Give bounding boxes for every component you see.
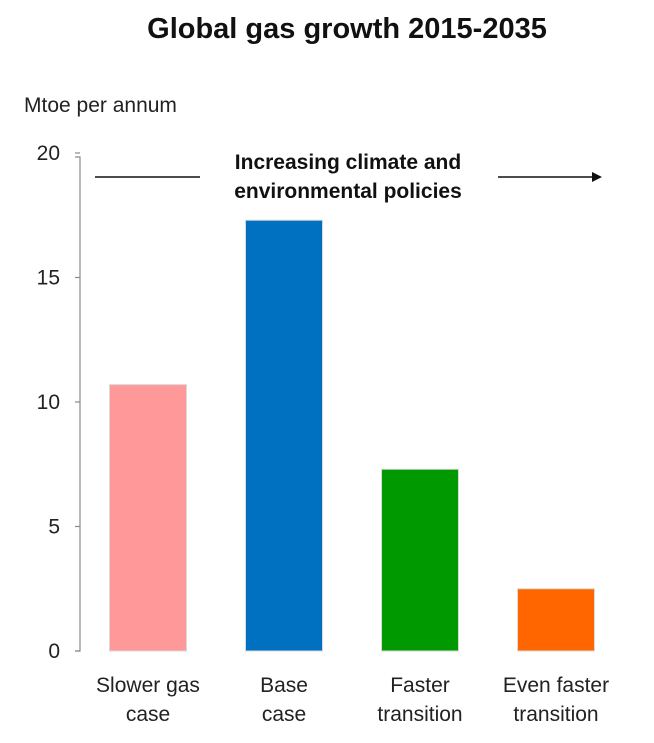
y-axis-label: Mtoe per annum	[24, 94, 177, 117]
category-label: Faster	[390, 674, 450, 697]
bars	[109, 219, 595, 652]
category-label: case	[126, 703, 170, 726]
y-tick-label: 10	[37, 391, 60, 414]
bar	[517, 588, 595, 652]
category-labels: Slower gas case Base case Faster transition Ev…	[96, 674, 609, 726]
y-ticks: 0 5 10 15 20	[37, 142, 80, 663]
y-tick-label: 20	[37, 142, 60, 165]
y-axis-line	[75, 156, 81, 652]
category-label: transition	[377, 703, 462, 726]
chart-title: Global gas growth 2015-2035	[147, 13, 547, 45]
arrow-head-icon	[592, 172, 602, 182]
bar	[109, 384, 187, 652]
bar	[381, 468, 459, 652]
category-label: Base	[260, 674, 308, 697]
bar	[245, 219, 323, 652]
category-label: Slower gas	[96, 674, 200, 697]
annotation: Increasing climate and environmental pol…	[95, 151, 602, 203]
category-label: case	[262, 703, 306, 726]
annotation-line-1: Increasing climate and	[235, 151, 461, 174]
annotation-line-2: environmental policies	[234, 180, 462, 203]
y-tick-label: 5	[48, 516, 60, 539]
category-label: Even faster	[503, 674, 609, 697]
y-tick-label: 15	[37, 267, 60, 290]
plot-area: 0 5 10 15 20 Slower gas case Base case Faster tra…	[37, 142, 609, 726]
y-tick-label: 0	[48, 640, 60, 663]
category-label: transition	[513, 703, 598, 726]
